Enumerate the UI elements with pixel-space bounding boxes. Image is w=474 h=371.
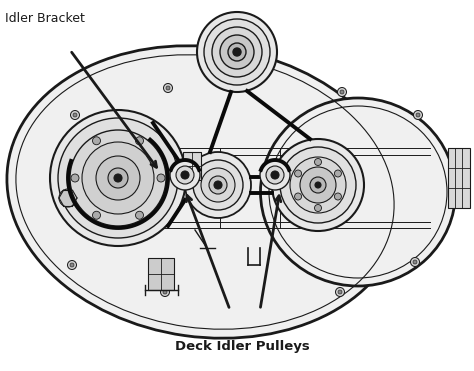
Circle shape <box>336 288 345 296</box>
Circle shape <box>185 152 251 218</box>
Circle shape <box>164 83 173 92</box>
Circle shape <box>410 257 419 266</box>
Circle shape <box>181 171 189 179</box>
Circle shape <box>96 156 140 200</box>
Circle shape <box>212 27 262 77</box>
Circle shape <box>136 211 144 219</box>
Circle shape <box>71 174 79 182</box>
Circle shape <box>166 86 170 90</box>
Circle shape <box>73 113 77 117</box>
Circle shape <box>413 111 422 119</box>
Circle shape <box>70 263 74 267</box>
Circle shape <box>201 168 235 202</box>
Circle shape <box>271 171 279 179</box>
Circle shape <box>108 168 128 188</box>
Circle shape <box>272 139 364 231</box>
Circle shape <box>67 260 76 269</box>
Circle shape <box>260 160 290 190</box>
Circle shape <box>233 48 241 56</box>
Bar <box>148 258 174 290</box>
Ellipse shape <box>261 98 456 286</box>
Circle shape <box>315 158 321 165</box>
Ellipse shape <box>7 46 403 338</box>
Circle shape <box>204 19 270 85</box>
Circle shape <box>310 177 326 193</box>
Circle shape <box>82 142 154 214</box>
Circle shape <box>300 167 336 203</box>
Circle shape <box>157 174 165 182</box>
Circle shape <box>294 193 301 200</box>
Circle shape <box>340 90 344 94</box>
Circle shape <box>294 170 301 177</box>
Circle shape <box>228 43 246 61</box>
Circle shape <box>58 118 178 238</box>
Circle shape <box>50 110 186 246</box>
Circle shape <box>266 166 284 184</box>
Circle shape <box>70 130 166 226</box>
Circle shape <box>290 157 346 213</box>
Circle shape <box>197 12 277 92</box>
Circle shape <box>176 166 194 184</box>
Circle shape <box>161 288 170 296</box>
Circle shape <box>209 176 227 194</box>
Circle shape <box>337 88 346 96</box>
Circle shape <box>315 182 321 188</box>
Circle shape <box>315 204 321 211</box>
Circle shape <box>193 160 243 210</box>
Bar <box>183 152 201 180</box>
Circle shape <box>214 181 222 189</box>
Circle shape <box>220 35 254 69</box>
Circle shape <box>170 160 200 190</box>
Circle shape <box>92 137 100 145</box>
Circle shape <box>335 170 341 177</box>
Circle shape <box>413 260 417 264</box>
Text: Idler Bracket: Idler Bracket <box>5 12 85 25</box>
Circle shape <box>280 147 356 223</box>
Circle shape <box>163 290 167 294</box>
Circle shape <box>71 111 80 119</box>
Circle shape <box>338 290 342 294</box>
Circle shape <box>416 113 420 117</box>
Bar <box>448 148 470 208</box>
Circle shape <box>335 193 341 200</box>
Circle shape <box>136 137 144 145</box>
Circle shape <box>114 174 122 182</box>
Circle shape <box>92 211 100 219</box>
Circle shape <box>59 189 77 207</box>
Text: Deck Idler Pulleys: Deck Idler Pulleys <box>175 340 310 353</box>
